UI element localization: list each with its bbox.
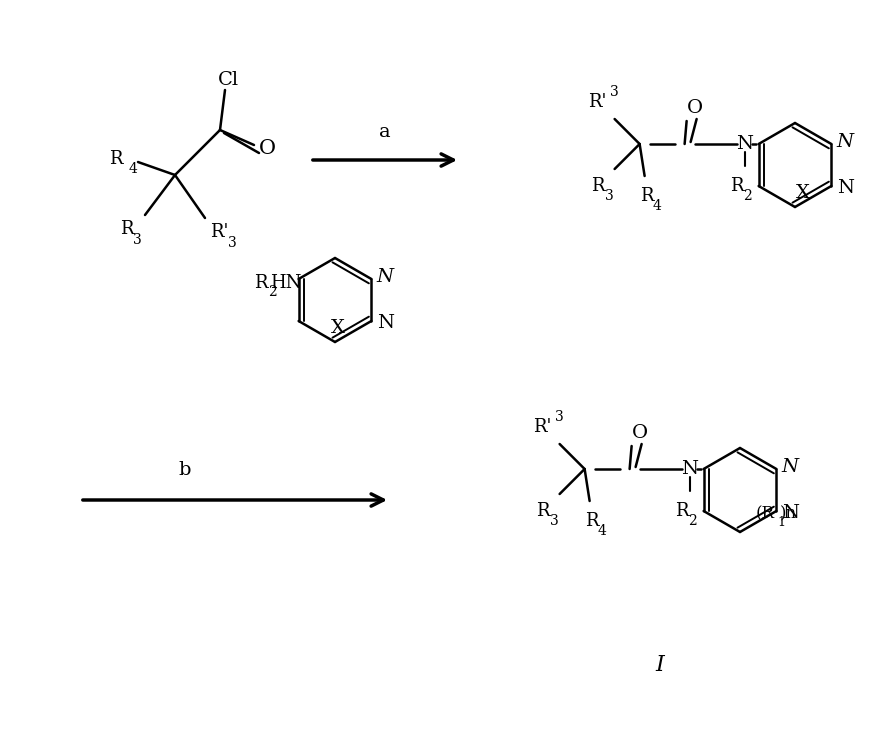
Text: N: N (781, 458, 798, 476)
Text: 4: 4 (596, 524, 605, 538)
Text: R': R' (533, 418, 552, 436)
Text: R: R (109, 150, 122, 168)
Text: R: R (639, 187, 653, 205)
Text: 3: 3 (554, 410, 563, 424)
Text: N: N (735, 135, 752, 153)
Text: R': R' (209, 223, 228, 241)
Text: R: R (536, 502, 549, 520)
Text: 1: 1 (776, 515, 784, 529)
Text: N: N (376, 314, 393, 332)
Text: R: R (590, 177, 603, 195)
Text: HN: HN (270, 274, 301, 292)
Text: 3: 3 (550, 514, 559, 528)
Text: R: R (584, 512, 598, 530)
Text: b: b (179, 461, 191, 479)
Text: Cl: Cl (217, 71, 239, 89)
Text: 4: 4 (652, 199, 661, 213)
Text: X: X (331, 319, 344, 337)
Text: R: R (730, 177, 743, 195)
Text: R': R' (587, 93, 606, 111)
Text: (R: (R (755, 506, 773, 523)
Text: N: N (781, 504, 798, 522)
Text: R: R (254, 274, 267, 292)
Text: N: N (680, 460, 697, 478)
Text: I: I (655, 654, 663, 676)
Text: 2: 2 (742, 189, 751, 203)
Text: a: a (379, 123, 391, 141)
Text: N: N (376, 268, 393, 286)
Text: R: R (120, 220, 133, 238)
Text: 3: 3 (132, 233, 141, 247)
Text: N: N (836, 133, 853, 151)
Text: 4: 4 (129, 162, 138, 176)
Text: )n: )n (779, 506, 796, 523)
Text: N: N (836, 179, 853, 197)
Text: O: O (631, 424, 647, 442)
Text: 2: 2 (687, 514, 696, 528)
Text: 3: 3 (604, 189, 613, 203)
Text: R: R (674, 502, 687, 520)
Text: O: O (686, 99, 702, 117)
Text: 3: 3 (610, 85, 619, 99)
Text: 2: 2 (268, 285, 276, 299)
Text: O: O (258, 138, 275, 157)
Text: 3: 3 (227, 236, 236, 250)
Text: X: X (795, 184, 809, 202)
